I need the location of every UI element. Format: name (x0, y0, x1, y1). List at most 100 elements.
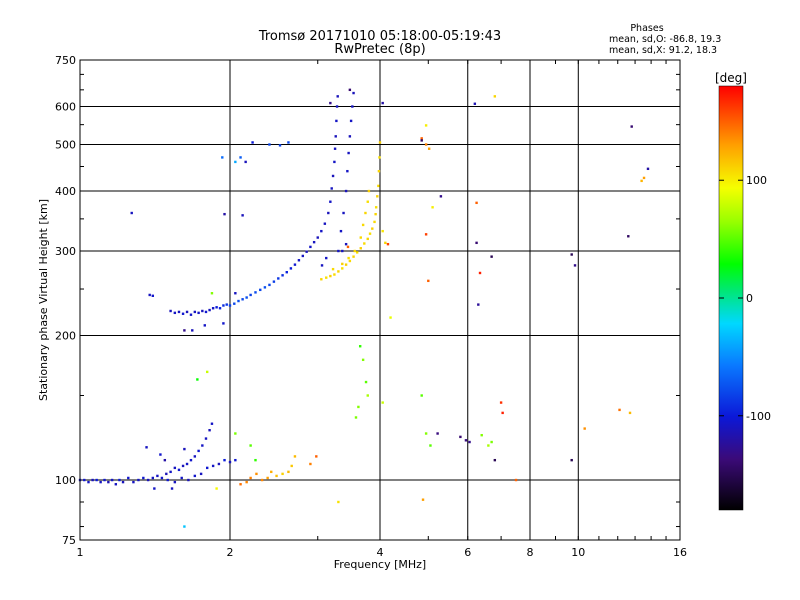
colorbar-tick-label: -100 (746, 410, 771, 423)
data-point (91, 478, 94, 482)
data-point (431, 206, 434, 209)
data-point (239, 483, 242, 486)
data-point (371, 227, 374, 230)
data-point (208, 429, 211, 432)
data-point (377, 184, 380, 188)
data-point (266, 476, 269, 480)
data-point (348, 135, 352, 138)
data-point (346, 245, 350, 249)
data-point (203, 324, 206, 327)
data-point (353, 249, 356, 253)
data-point (204, 437, 208, 440)
data-point (196, 378, 199, 381)
data-point (349, 119, 353, 123)
data-point (249, 293, 252, 297)
data-point (205, 466, 209, 470)
data-point (189, 313, 193, 316)
data-point (234, 432, 237, 435)
chart-title: Tromsø 20171010 05:18:00-05:19:43 (258, 29, 501, 44)
data-point (336, 95, 339, 98)
data-point (127, 476, 130, 480)
data-point (358, 345, 362, 348)
data-point (289, 267, 293, 270)
data-point (473, 102, 477, 105)
phase-stats-heading: Phases (630, 23, 663, 34)
data-point (281, 472, 284, 476)
x-tick-label: 8 (527, 546, 534, 559)
data-point (381, 101, 384, 105)
data-point (333, 147, 337, 150)
data-point (378, 141, 382, 144)
colorbar-tick-label: 0 (746, 292, 753, 305)
data-point (628, 411, 632, 415)
data-point (642, 176, 646, 180)
data-point (272, 280, 276, 283)
data-point (424, 143, 428, 146)
data-point (315, 455, 318, 458)
data-point (490, 255, 493, 258)
y-axis-label: Stationary phase Virtual Height [km] (37, 199, 50, 401)
data-point (222, 322, 225, 325)
data-point (384, 241, 387, 245)
data-point (583, 427, 586, 430)
data-point (205, 370, 209, 374)
data-point (429, 444, 432, 447)
data-point (215, 306, 218, 309)
data-point (277, 277, 280, 280)
data-point (181, 464, 185, 468)
data-point (335, 119, 338, 123)
data-point (320, 264, 324, 267)
data-point (251, 141, 254, 144)
data-point (234, 160, 237, 164)
y-tick-label: 500 (55, 139, 76, 152)
data-point (285, 271, 288, 274)
data-point (193, 455, 197, 458)
data-point (627, 235, 630, 238)
data-point (337, 270, 340, 273)
data-point (424, 124, 428, 127)
data-point (160, 476, 164, 480)
data-point (341, 267, 344, 270)
data-point (421, 498, 425, 501)
data-point (352, 255, 355, 258)
data-point (293, 455, 297, 458)
data-point (293, 263, 297, 266)
data-point (87, 480, 90, 484)
data-point (169, 309, 172, 313)
y-tick-label: 400 (55, 185, 76, 198)
data-point (329, 274, 332, 278)
x-tick-label: 4 (377, 546, 384, 559)
data-point (263, 286, 267, 289)
data-point (339, 229, 343, 233)
data-point (514, 478, 518, 482)
data-point (278, 144, 282, 147)
data-point (344, 189, 348, 193)
data-point (459, 435, 462, 439)
y-tick-label: 750 (55, 54, 76, 67)
data-point (325, 276, 328, 279)
data-point (180, 476, 183, 480)
data-point (275, 474, 278, 478)
data-point (107, 480, 110, 484)
data-point (468, 440, 471, 444)
data-point (327, 211, 330, 215)
data-point (329, 101, 332, 105)
y-tick-label: 300 (55, 245, 76, 258)
x-tick-label: 2 (227, 546, 234, 559)
data-point (153, 487, 156, 490)
data-point (427, 147, 431, 150)
data-point (386, 242, 390, 246)
data-point (334, 135, 337, 138)
data-point (320, 278, 323, 281)
data-point (367, 189, 371, 193)
data-point (145, 446, 148, 449)
data-point (570, 253, 573, 256)
data-point (309, 462, 312, 466)
data-point (374, 206, 378, 209)
data-point (475, 201, 478, 205)
colorbar-tick-label: 100 (746, 174, 767, 187)
data-point (249, 444, 252, 447)
data-point (366, 237, 369, 241)
data-point (381, 229, 384, 233)
